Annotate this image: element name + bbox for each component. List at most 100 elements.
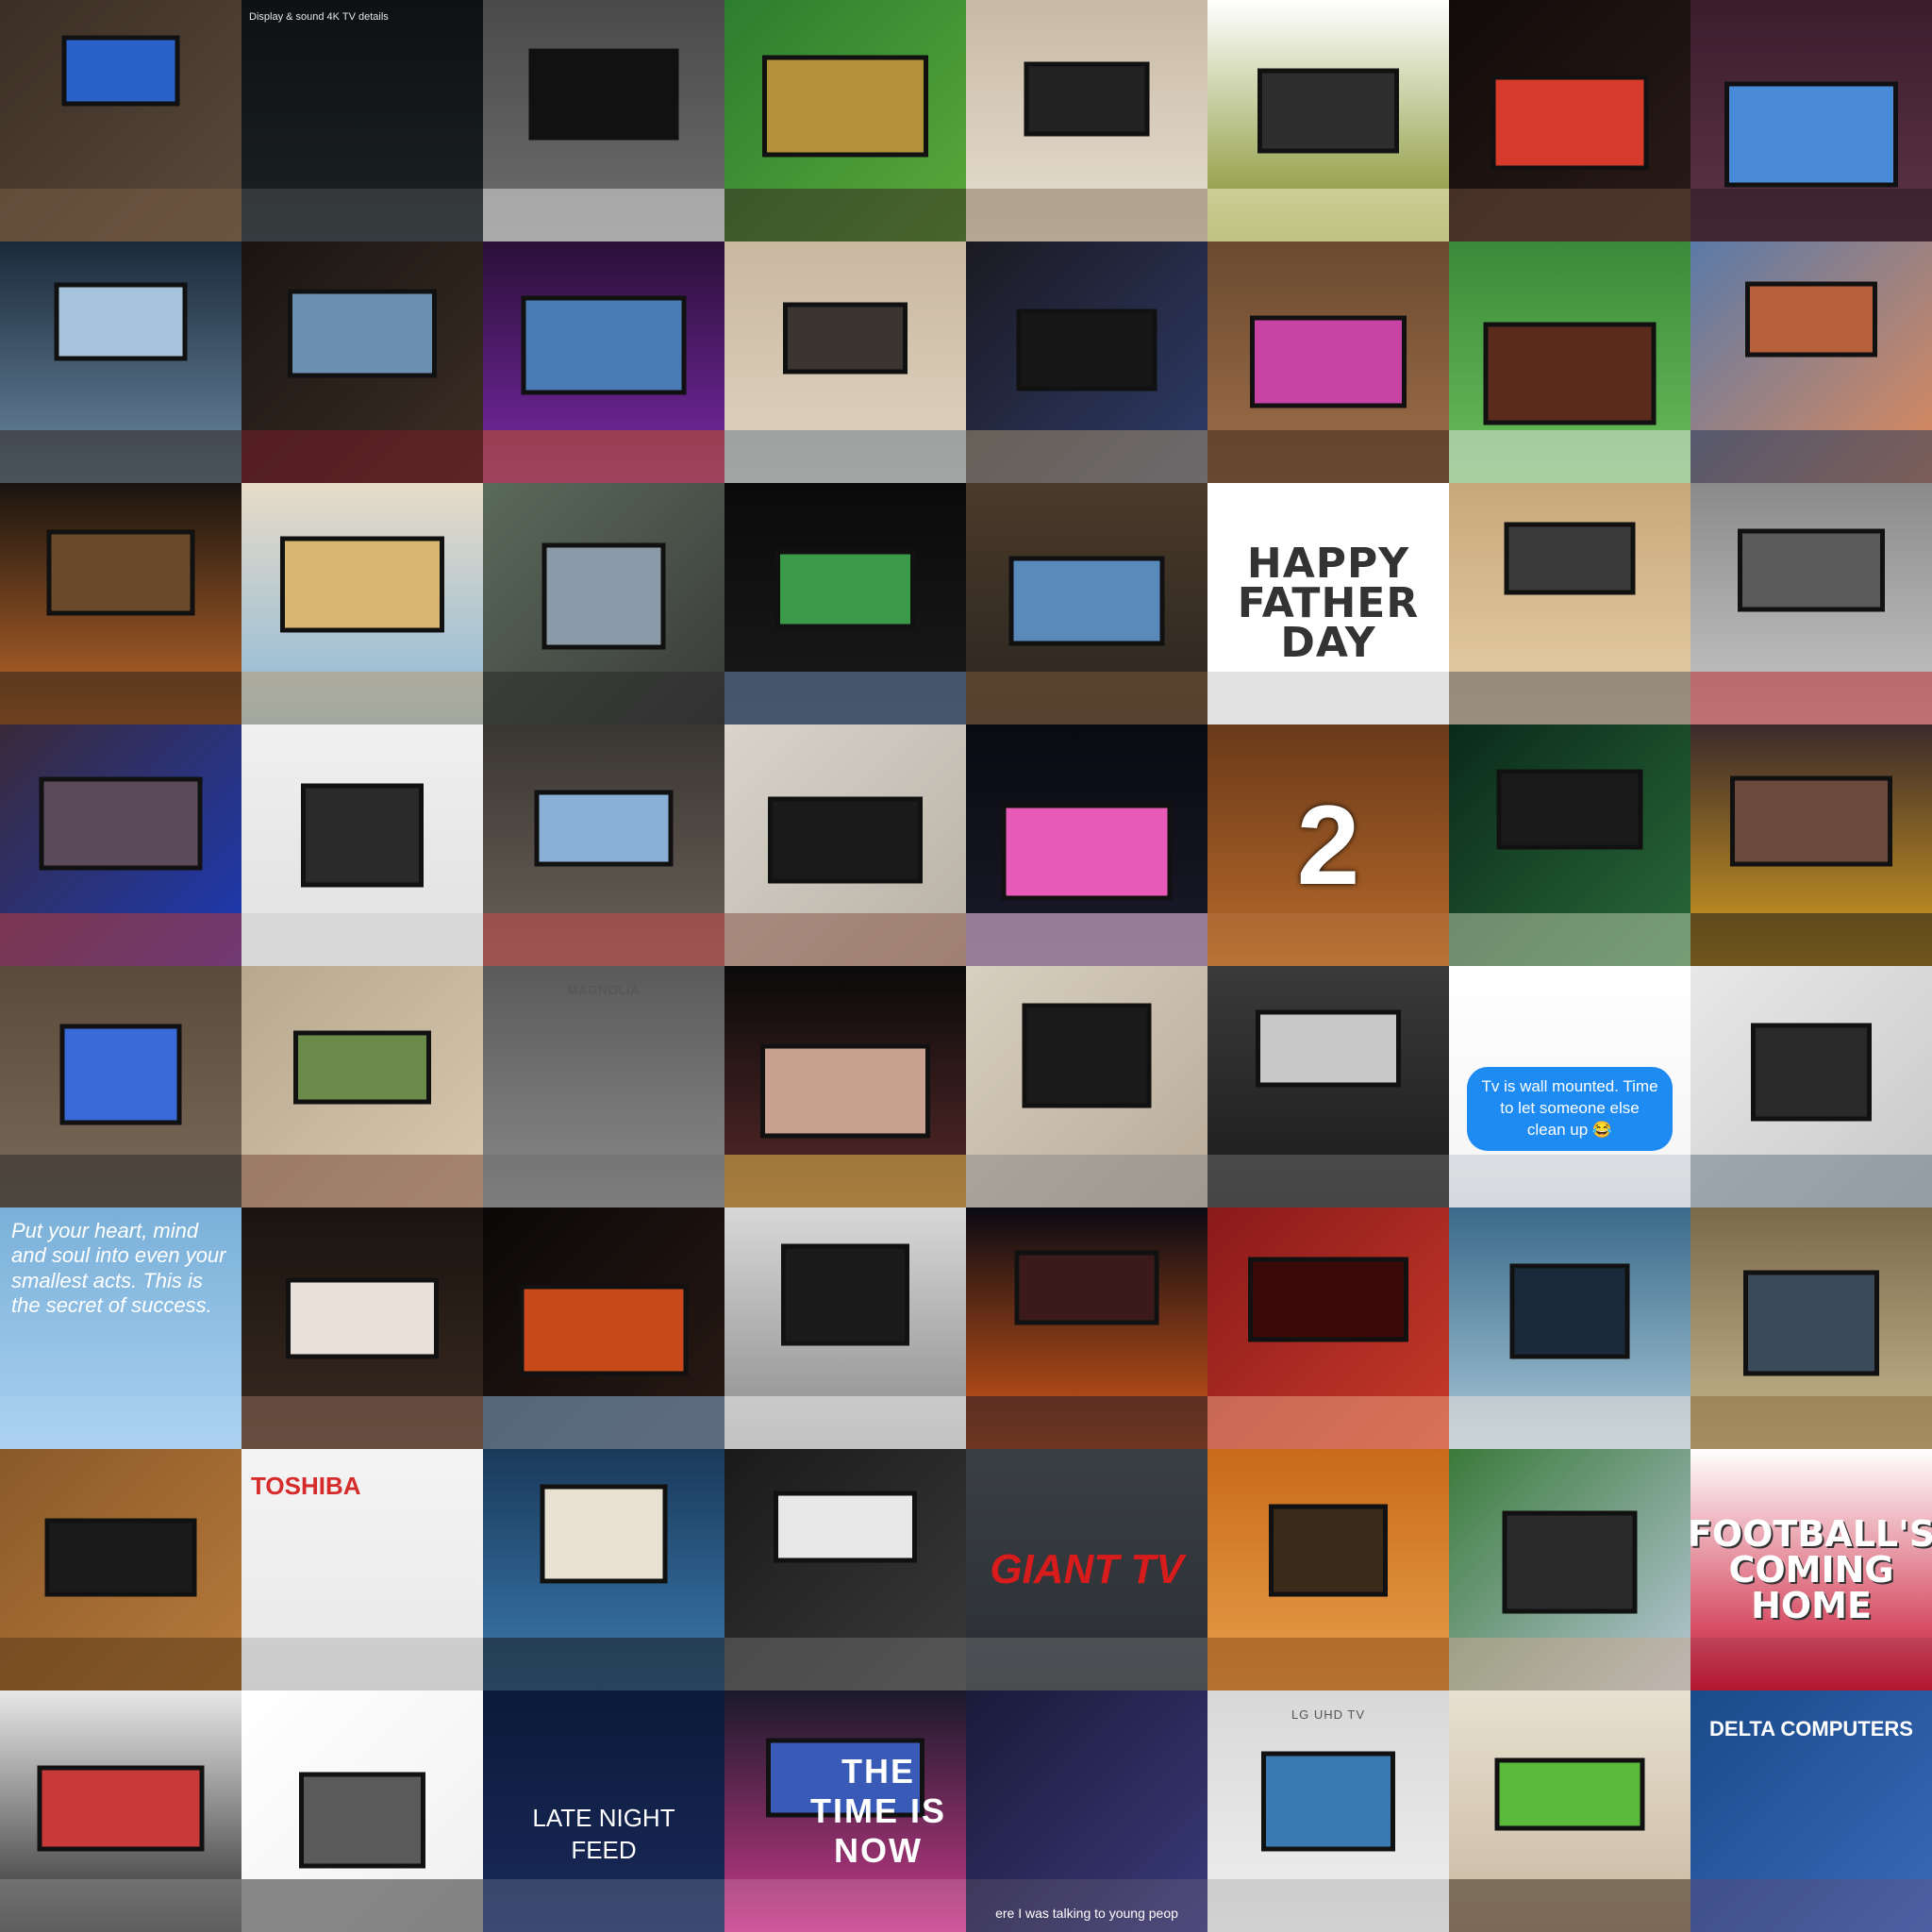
tile-text-store-tv-boxes: LG UHD TV [1291,1707,1366,1722]
tile-image-illustrated-kids-tv [1208,0,1449,242]
tv-screen-shape [288,289,437,378]
scene-floor-shape [483,1155,724,1208]
tile-text-delivery-truck: MAGNOLIA [567,983,641,997]
scene-floor-shape [0,913,242,966]
tv-screen-shape [293,1030,431,1105]
tv-screen-shape [1509,1263,1630,1359]
collage-tile-street-market [1690,483,1932,724]
tile-background [242,1449,483,1690]
tile-image-railroad-on-tv [1690,966,1932,1208]
tile-image-soccer-on-tv [724,0,966,242]
tile-background [483,966,724,1208]
collage-tile-fortnite-over-fireplace [483,1449,724,1690]
collage-tile-crt-tv [724,242,966,483]
tv-screen-shape [775,549,915,629]
scene-floor-shape [1449,1396,1690,1449]
tile-image-city-skyline [1690,242,1932,483]
tile-background [242,0,483,242]
tile-background [1690,1449,1932,1690]
tile-image-cozy-living-room [966,483,1208,724]
collage-tile-text-message: Tv is wall mounted. Time to let someone … [1449,966,1690,1208]
tv-screen-shape [1256,1009,1401,1088]
scene-floor-shape [1208,913,1449,966]
scene-floor-shape [1208,189,1449,242]
tv-screen-shape [521,295,687,395]
collage-tile-late-night-feed-logo: LATE NIGHT FEED [483,1690,724,1932]
collage-tile-woman-portrait [1449,0,1690,242]
tv-screen-shape [534,790,674,867]
tile-image-baseball-dark-room [724,483,966,724]
scene-floor-shape [483,189,724,242]
tv-screen-shape [1743,1270,1879,1376]
scene-floor-shape [0,1879,242,1932]
tile-text-text-message: Tv is wall mounted. Time to let someone … [1449,966,1690,1208]
scene-floor-shape [0,189,242,242]
tile-image-bird-on-big-screen [242,966,483,1208]
tile-image-toshiba-box [242,1449,483,1690]
collage-tile-dark-gaming-room [483,1208,724,1449]
tv-screen-shape [1024,61,1150,137]
collage-tile-silhouette-sunset-tv [1690,724,1932,966]
collage-tile-cozy-living-room [966,483,1208,724]
tv-screen-shape [1261,1751,1395,1852]
tv-screen-shape [1724,81,1898,188]
tv-screen-shape [1001,803,1173,901]
collage-tile-boy-by-tv-shop [1449,1690,1690,1932]
collage-tile-poker-chips: 2 [1208,724,1449,966]
collage-tile-big-screen-nature [1449,724,1690,966]
scene-floor-shape [0,672,242,724]
tv-screen-shape [37,1765,205,1852]
tv-screen-shape [1269,1504,1388,1597]
tv-screen-shape [540,1484,668,1584]
collage-tile-purple-home-theater [483,242,724,483]
collage-tile-motivation-quote: Put your heart, mind and soul into even … [0,1208,242,1449]
collage-tile-baseball-dark-room [724,483,966,724]
tile-background [966,1449,1208,1690]
tv-screen-shape [1257,68,1399,154]
scene-floor-shape [1208,1396,1449,1449]
collage-tile-speaker-stage: ere I was talking to young peop [966,1690,1208,1932]
tv-screen-shape [760,1043,930,1139]
collage-tile-store-tv-boxes: LG UHD TV [1208,1690,1449,1932]
collage-tile-tv-settings-screen: Display & sound 4K TV details [242,0,483,242]
tile-image-wine-glasses-tv [242,242,483,483]
scene-floor-shape [242,913,483,966]
tv-screen-shape [774,1491,917,1563]
tile-image-giant-tv-logo [966,1449,1208,1690]
scene-floor-shape [724,1396,966,1449]
tv-screen-shape [280,536,444,633]
scene-floor-shape [1690,672,1932,724]
tile-image-street-market [1690,483,1932,724]
tile-image-showroom-living-room [1690,1208,1932,1449]
tv-screen-shape [1738,528,1885,612]
collage-tile-rugby-players [1449,1208,1690,1449]
tile-image-closeup-fur-tv [1208,1449,1449,1690]
collage-tile-wood-paneled-room [0,1449,242,1690]
collage-tile-couple-selfie [724,966,966,1208]
tv-screen-shape [1730,775,1892,867]
scene-floor-shape [724,1879,966,1932]
tile-image-brick-fireplace [966,966,1208,1208]
scene-floor-shape [966,913,1208,966]
tile-image-tv-on-wall-menu [0,966,242,1208]
collage-tile-railroad-on-tv [1690,966,1932,1208]
collage-tile-modern-tv-unit [0,1690,242,1932]
scene-floor-shape [1208,430,1449,483]
tile-image-car-selfie [0,242,242,483]
collage-tile-dead-by-daylight-tv [966,242,1208,483]
tv-screen-shape [1504,522,1636,595]
collage-tile-living-room-tv [0,0,242,242]
collage-tile-england-flag-text: FOOTBALL'S COMING HOME [1690,1449,1932,1690]
collage-tile-bw-tree-on-tv [1208,966,1449,1208]
collage-tile-soccer-on-tv [724,0,966,242]
tile-image-rugby-players [1449,1208,1690,1449]
scene-floor-shape [483,913,724,966]
collage-tile-toshiba-box: TOSHIBA [242,1449,483,1690]
collage-tile-tv-wall-unit [483,724,724,966]
tile-image-tv-settings-screen [242,0,483,242]
scene-floor-shape [483,672,724,724]
scene-floor-shape [1449,1879,1690,1932]
tile-image-couple-on-couch [242,1208,483,1449]
tv-screen-shape [1250,315,1407,408]
tile-image-couple-selfie [724,966,966,1208]
